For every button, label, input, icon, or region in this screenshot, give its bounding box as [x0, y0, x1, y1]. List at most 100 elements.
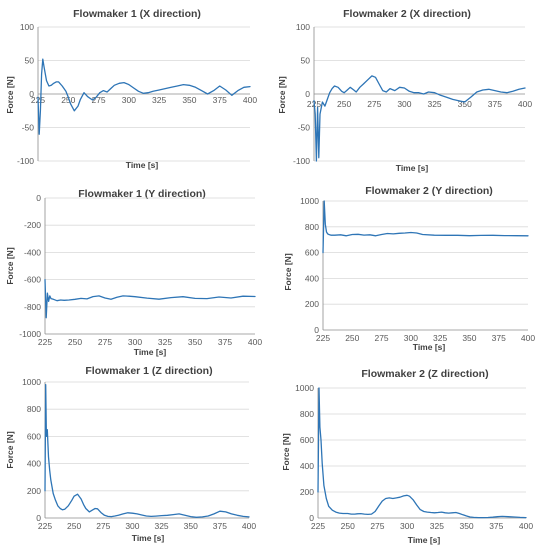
y-tick-label: -600	[24, 275, 41, 285]
y-axis-label: Force [N]	[281, 433, 291, 470]
x-tick-label: 400	[242, 521, 256, 531]
chart-title: Flowmaker 1 (Z direction)	[85, 365, 212, 377]
y-tick-label: 100	[20, 22, 34, 32]
y-tick-label: 600	[300, 435, 314, 445]
x-axis-label: Time [s]	[413, 342, 446, 352]
y-tick-label: -200	[24, 220, 41, 230]
y-axis-label: Force [N]	[5, 247, 15, 284]
y-tick-label: 1000	[295, 383, 314, 393]
y-tick-label: 1000	[300, 196, 319, 206]
x-tick-label: 275	[367, 99, 381, 109]
chart-panel: Flowmaker 1 (Y direction) Force [N] Time…	[5, 188, 262, 357]
x-tick-label: 325	[154, 521, 168, 531]
series-line	[44, 384, 250, 518]
y-tick-label: 600	[305, 248, 319, 258]
x-tick-label: 325	[430, 521, 444, 531]
y-tick-label: 1000	[22, 377, 41, 387]
y-tick-label: 200	[27, 486, 41, 496]
x-tick-label: 350	[184, 521, 198, 531]
y-tick-label: 400	[300, 461, 314, 471]
plot-area: 0 200 400 600 800 1000 225 250 275 300 325 350 375 40…	[300, 196, 535, 343]
x-tick-label: 325	[152, 95, 166, 105]
plot-area: -1000 -800 -600 -400 -200 0 225 250 275 300 325 350…	[19, 193, 262, 347]
chart-title: Flowmaker 2 (Z direction)	[361, 368, 488, 380]
plot-area: 0 200 400 600 800 1000 225 250 275 300 325 350 375 40…	[22, 377, 256, 531]
x-tick-label: 350	[182, 95, 196, 105]
x-axis-label: Time [s]	[126, 160, 159, 170]
x-tick-label: 300	[125, 521, 139, 531]
x-tick-label: 375	[492, 333, 506, 343]
chart-panel: Flowmaker 2 (Y direction) Force [N] Time…	[283, 185, 535, 352]
y-tick-label: -100	[17, 156, 34, 166]
x-axis-label: Time [s]	[132, 533, 165, 543]
x-tick-label: 225	[38, 521, 52, 531]
y-tick-label: 0	[305, 89, 310, 99]
y-tick-label: 0	[36, 513, 41, 523]
x-tick-label: 300	[122, 95, 136, 105]
y-tick-label: 400	[305, 273, 319, 283]
y-tick-label: 50	[301, 56, 311, 66]
y-tick-label: -50	[22, 123, 35, 133]
x-tick-label: 350	[459, 521, 473, 531]
chart-panel: Flowmaker 1 (Z direction) Force [N] Time…	[5, 365, 256, 543]
x-tick-label: 300	[404, 333, 418, 343]
x-tick-label: 400	[518, 99, 532, 109]
x-tick-label: 375	[218, 337, 232, 347]
y-tick-label: 0	[36, 193, 41, 203]
x-tick-label: 350	[462, 333, 476, 343]
series-line	[322, 200, 529, 254]
series-line	[317, 387, 527, 519]
x-tick-label: 300	[400, 521, 414, 531]
x-tick-label: 400	[521, 333, 535, 343]
x-axis-label: Time [s]	[408, 535, 441, 545]
y-tick-label: 400	[27, 459, 41, 469]
y-tick-label: 100	[296, 22, 310, 32]
x-tick-label: 350	[188, 337, 202, 347]
x-tick-label: 375	[489, 521, 503, 531]
plot-area: 0 200 400 600 800 1000 225 250 275 300 325 350 375 40…	[295, 383, 533, 531]
x-tick-label: 250	[337, 99, 351, 109]
y-axis-label: Force [N]	[5, 76, 15, 113]
x-tick-label: 250	[68, 337, 82, 347]
y-tick-label: -50	[298, 123, 311, 133]
y-tick-label: 600	[27, 431, 41, 441]
y-tick-label: -100	[293, 156, 310, 166]
y-axis-label: Force [N]	[283, 253, 293, 290]
y-tick-label: 800	[305, 222, 319, 232]
x-tick-label: 375	[213, 95, 227, 105]
series-line	[44, 278, 256, 319]
y-tick-label: 200	[300, 487, 314, 497]
chart-panel: Flowmaker 2 (Z direction) Force [N] Time…	[281, 368, 533, 545]
chart-title: Flowmaker 1 (Y direction)	[78, 188, 206, 200]
x-tick-label: 350	[458, 99, 472, 109]
x-tick-label: 325	[427, 99, 441, 109]
x-tick-label: 325	[433, 333, 447, 343]
x-tick-label: 275	[98, 337, 112, 347]
x-tick-label: 250	[67, 521, 81, 531]
y-axis-label: Force [N]	[5, 431, 15, 468]
y-tick-label: 800	[300, 409, 314, 419]
series-line	[37, 58, 251, 135]
x-tick-label: 275	[374, 333, 388, 343]
y-tick-label: -1000	[19, 329, 41, 339]
x-tick-label: 250	[61, 95, 75, 105]
chart-panel: Flowmaker 2 (X direction) Force [N] Time…	[277, 8, 532, 173]
y-tick-label: 0	[29, 89, 34, 99]
x-tick-label: 275	[96, 521, 110, 531]
x-tick-label: 225	[38, 337, 52, 347]
x-tick-label: 275	[91, 95, 105, 105]
x-tick-label: 250	[341, 521, 355, 531]
y-tick-label: 50	[25, 56, 35, 66]
chart-title: Flowmaker 2 (Y direction)	[365, 185, 493, 197]
y-tick-label: 200	[305, 299, 319, 309]
chart-panel: Flowmaker 1 (X direction) Force [N] Time…	[5, 8, 257, 170]
y-tick-label: 800	[27, 404, 41, 414]
x-tick-label: 375	[488, 99, 502, 109]
x-tick-label: 375	[213, 521, 227, 531]
x-tick-label: 325	[158, 337, 172, 347]
x-tick-label: 400	[248, 337, 262, 347]
x-tick-label: 300	[397, 99, 411, 109]
x-tick-label: 275	[370, 521, 384, 531]
